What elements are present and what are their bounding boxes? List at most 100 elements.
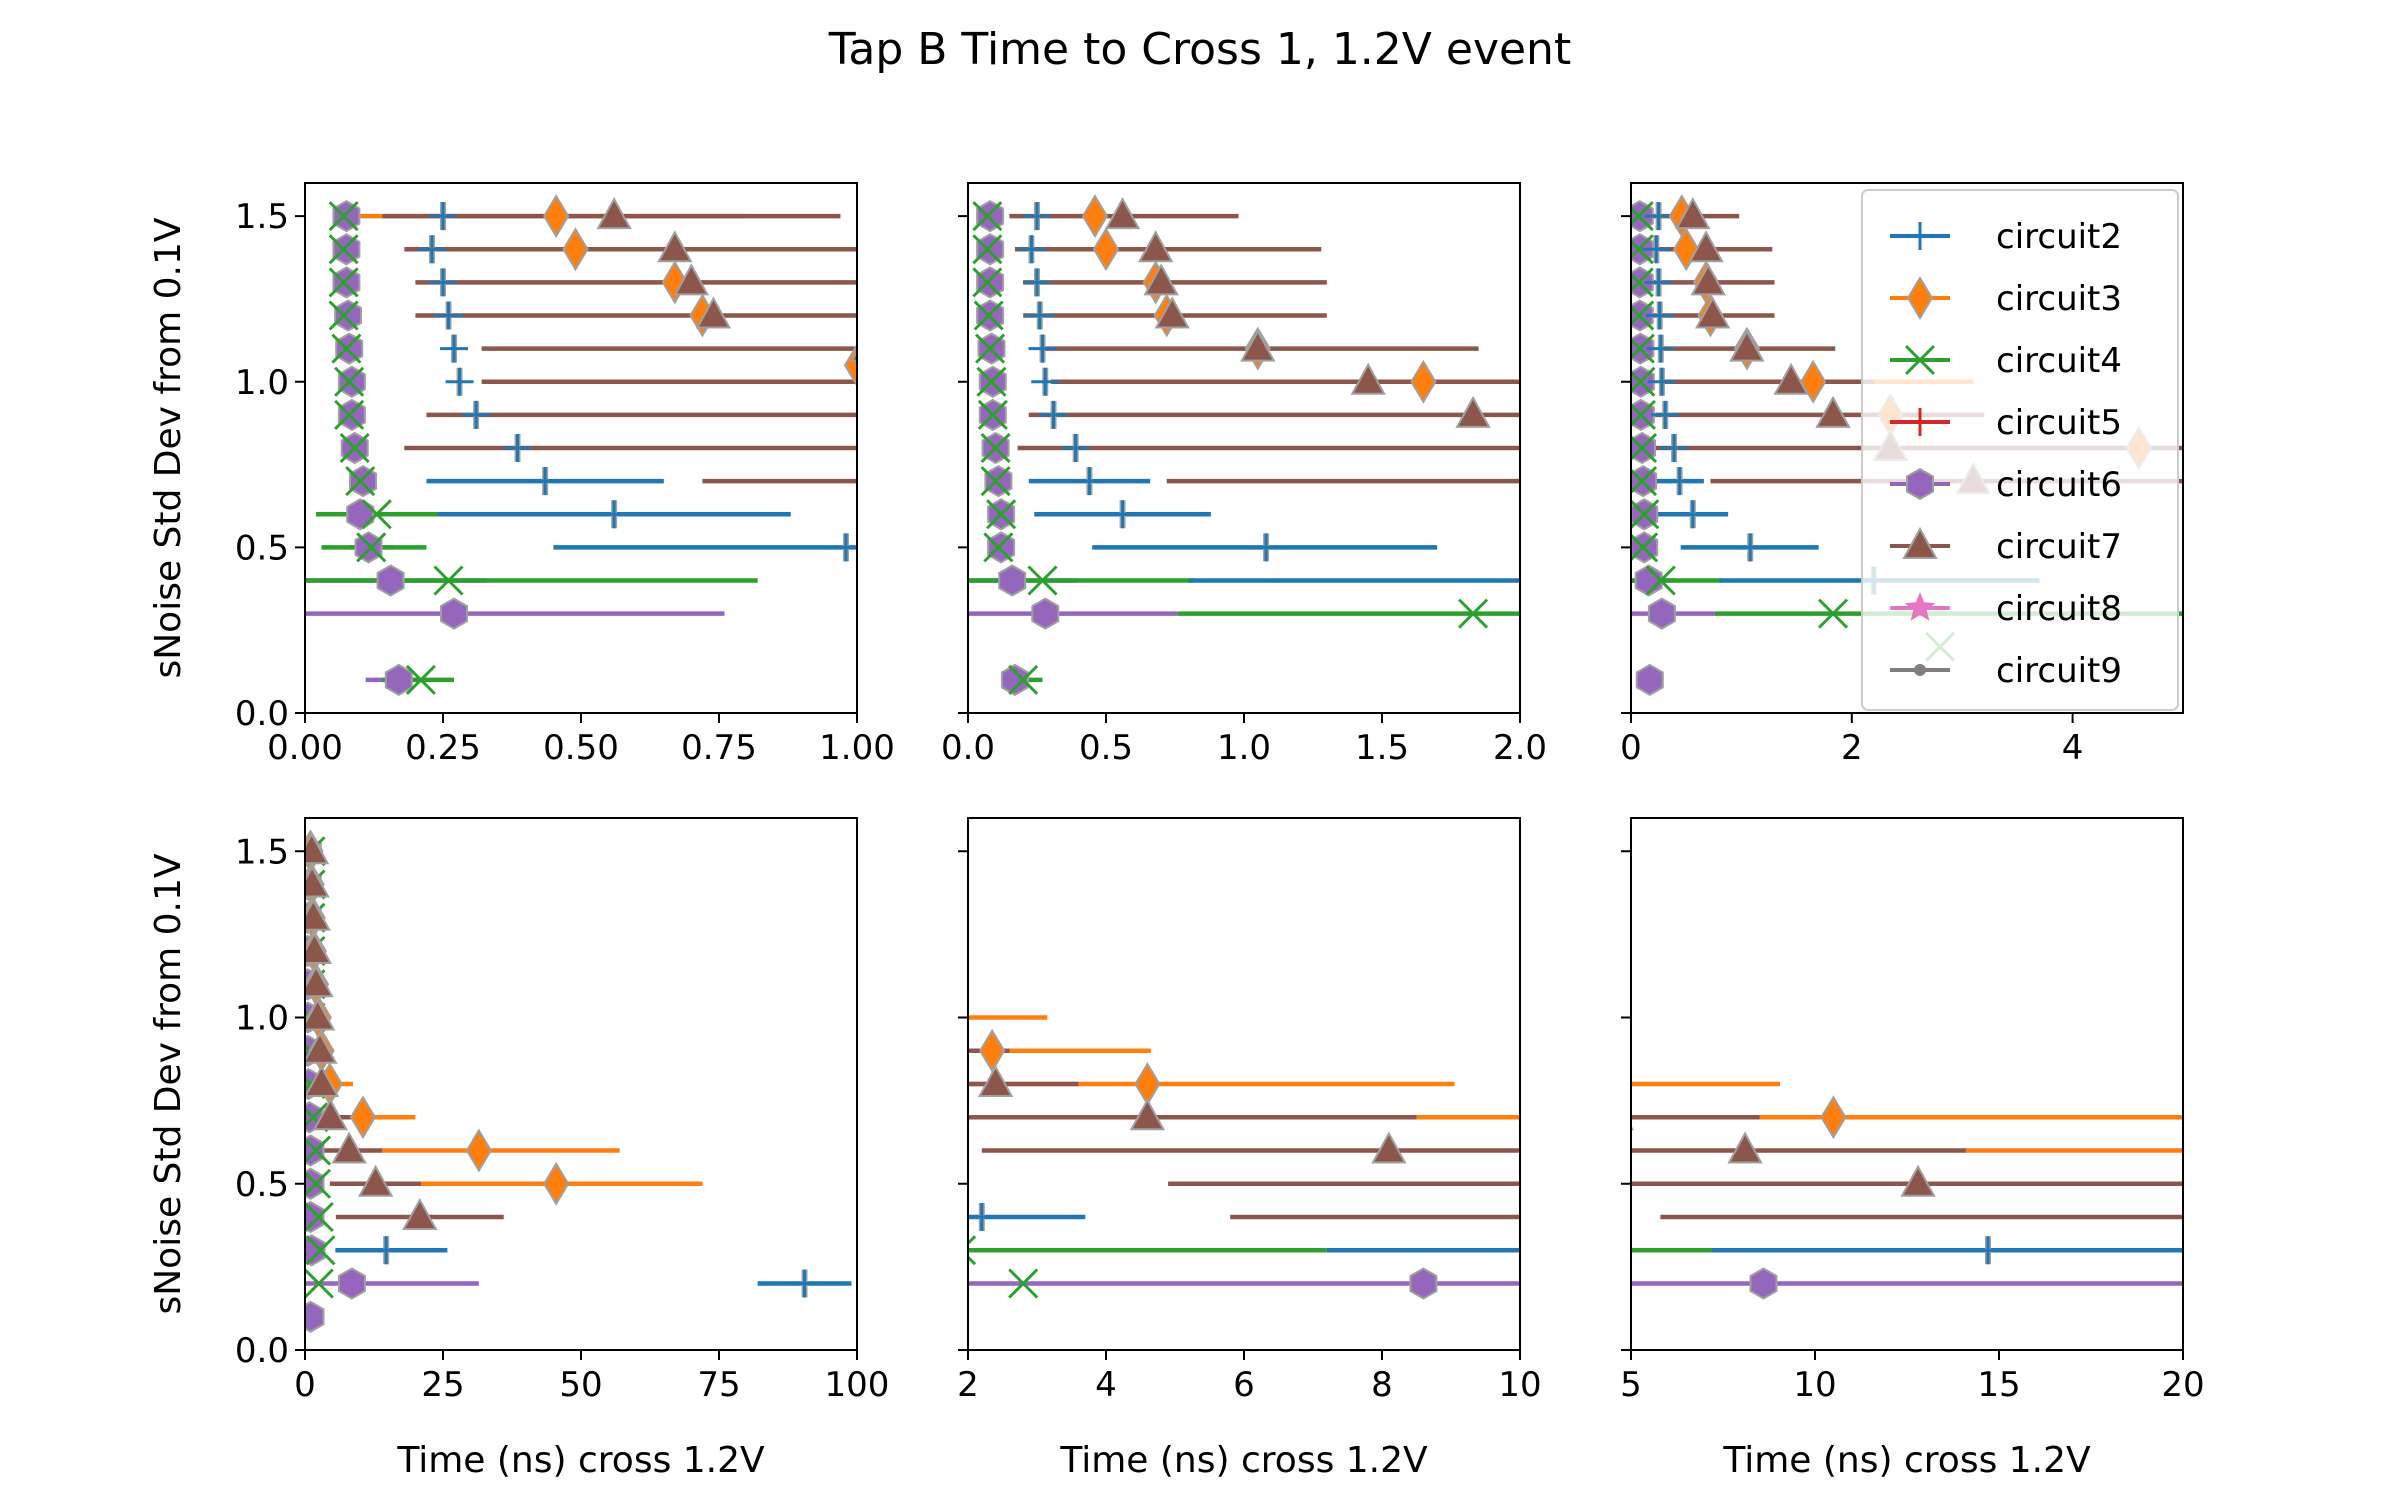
x-tick-label: 25: [421, 1365, 464, 1405]
circuit2-point: [372, 1236, 401, 1265]
circuit7-point: [1104, 197, 1141, 230]
circuit4-point: [305, 1135, 332, 1166]
circuit4-point: [986, 499, 1017, 530]
legend: circuit2 circuit3 circuit4 circuit5 circuit6…: [1861, 189, 2179, 711]
circuit2-point: [1039, 400, 1068, 429]
circuit4-point: [973, 300, 1004, 331]
circuit4-point: [328, 300, 359, 331]
circuit4-point: [305, 1201, 334, 1233]
circuit3-point: [1604, 1064, 1628, 1104]
circuit3-point: [1820, 1095, 1847, 1140]
circuit7-point: [695, 296, 732, 329]
x-tick-label: 10: [1498, 1365, 1541, 1405]
y-axis-label: sNoise Std Dev from 0.1V: [148, 217, 189, 678]
circuit4-point: [972, 234, 1003, 265]
x-tick-label: 4: [1095, 1365, 1117, 1405]
circuit4-point: [328, 201, 359, 232]
circuit4-point: [328, 267, 359, 298]
circuit4-point: [980, 432, 1011, 464]
legend-marker-circuit9: [1914, 664, 1926, 676]
x-tick-label: 0.50: [543, 728, 619, 768]
subplot-row2-col2: 2 4 6 8 10 Time (ns) cross 1.2V: [957, 817, 1542, 1481]
circuit7-point: [1688, 230, 1724, 263]
x-tick-label: 1.00: [819, 728, 895, 768]
circuit2-point: [503, 434, 532, 462]
circuit2-point: [1031, 367, 1060, 396]
x-tick-label: 0.00: [267, 728, 343, 768]
circuit7-point: [305, 1064, 340, 1097]
plot-area: [305, 829, 852, 1333]
circuit7-point: [1900, 1164, 1936, 1197]
circuit4-point: [1631, 234, 1654, 265]
circuit4-point: [983, 532, 1014, 563]
circuit3-point: [978, 1028, 1006, 1073]
x-axis-label: Time (ns) cross 1.2V: [1059, 1440, 1428, 1481]
circuit2-point: [1644, 268, 1673, 297]
circuit4-point: [334, 399, 365, 430]
subplot-row1-col1: 0.00 0.25 0.50 0.75 1.00 0.0 0.5 1.0 1.5 sNoise S…: [148, 182, 895, 768]
circuit4-point: [1458, 598, 1489, 629]
circuit6-point: [998, 564, 1027, 597]
circuit6-point: [305, 1300, 325, 1333]
circuit6-point: [1000, 663, 1029, 697]
circuit6-point: [305, 1134, 325, 1167]
x-tick-label: 1.0: [1217, 728, 1271, 768]
circuit7-point: [596, 197, 632, 230]
legend-label-circuit9: circuit9: [1996, 651, 2122, 691]
circuit4-point: [1631, 333, 1655, 364]
circuit2-point: [790, 1269, 819, 1298]
circuit2-point: [1647, 367, 1676, 396]
circuit2-point: [1108, 500, 1137, 529]
y-tick-label: 0.5: [235, 528, 289, 568]
circuit7-point: [1143, 263, 1179, 296]
circuit4-point: [305, 1235, 336, 1266]
y-tick-label: 1.0: [235, 999, 289, 1039]
circuit4-point: [305, 1268, 334, 1299]
axes-frame: [1630, 182, 2184, 714]
circuit6-point: [1031, 597, 1060, 630]
plot-area: [968, 194, 1520, 697]
circuit3-point: [1081, 194, 1109, 239]
circuit7-point: [1240, 329, 1276, 362]
circuit2-point: [440, 334, 469, 363]
legend-marker-circuit7: [1902, 526, 1938, 559]
figure-title: Tap B Time to Cross 1, 1.2V event: [828, 24, 1571, 75]
circuit4-point: [361, 499, 392, 530]
subplot-row1-col2: 0.0 0.5 1.0 1.5 2.0: [941, 182, 1547, 768]
circuit2-point: [1028, 334, 1057, 363]
circuit7-point: [331, 1131, 367, 1164]
circuit7-point: [1773, 362, 1809, 395]
x-axis-label: Time (ns) cross 1.2V: [1722, 1440, 2091, 1481]
x-tick-label: 6: [1233, 1365, 1255, 1405]
circuit7-point: [850, 349, 857, 362]
circuit4-point: [1631, 300, 1655, 331]
circuit2-point: [417, 235, 446, 264]
circuit7-point: [1631, 1124, 1634, 1131]
x-axis-label: Time (ns) cross 1.2V: [396, 1440, 765, 1481]
legend-label-circuit4: circuit4: [1996, 341, 2122, 381]
circuit2-point: [1660, 434, 1689, 462]
circuit2-point: [831, 533, 857, 562]
circuit6-point: [334, 299, 362, 332]
circuit2-point: [462, 400, 491, 429]
circuit3-point: [1134, 1062, 1161, 1106]
circuit6-point: [337, 1267, 366, 1300]
circuit4-point: [972, 267, 1003, 298]
circuit7-point: [305, 832, 330, 865]
y-tick-label: 1.0: [235, 363, 289, 403]
circuit4-point: [1027, 565, 1058, 596]
circuit7-point: [305, 865, 330, 898]
legend-label-circuit3: circuit3: [1996, 279, 2122, 319]
circuit4-point: [1631, 432, 1658, 464]
circuit4-point: [331, 333, 362, 364]
circuit4-point: [1008, 664, 1039, 695]
legend-marker-circuit5: [1906, 408, 1934, 436]
circuit7-point: [1129, 1098, 1166, 1131]
y-tick-label: 0.0: [235, 694, 289, 734]
circuit7-point: [357, 1164, 394, 1197]
circuit7-point: [305, 998, 336, 1031]
x-tick-label: 2.0: [1493, 728, 1547, 768]
legend-marker-circuit2: [1906, 222, 1934, 250]
circuit4-point: [356, 532, 387, 563]
